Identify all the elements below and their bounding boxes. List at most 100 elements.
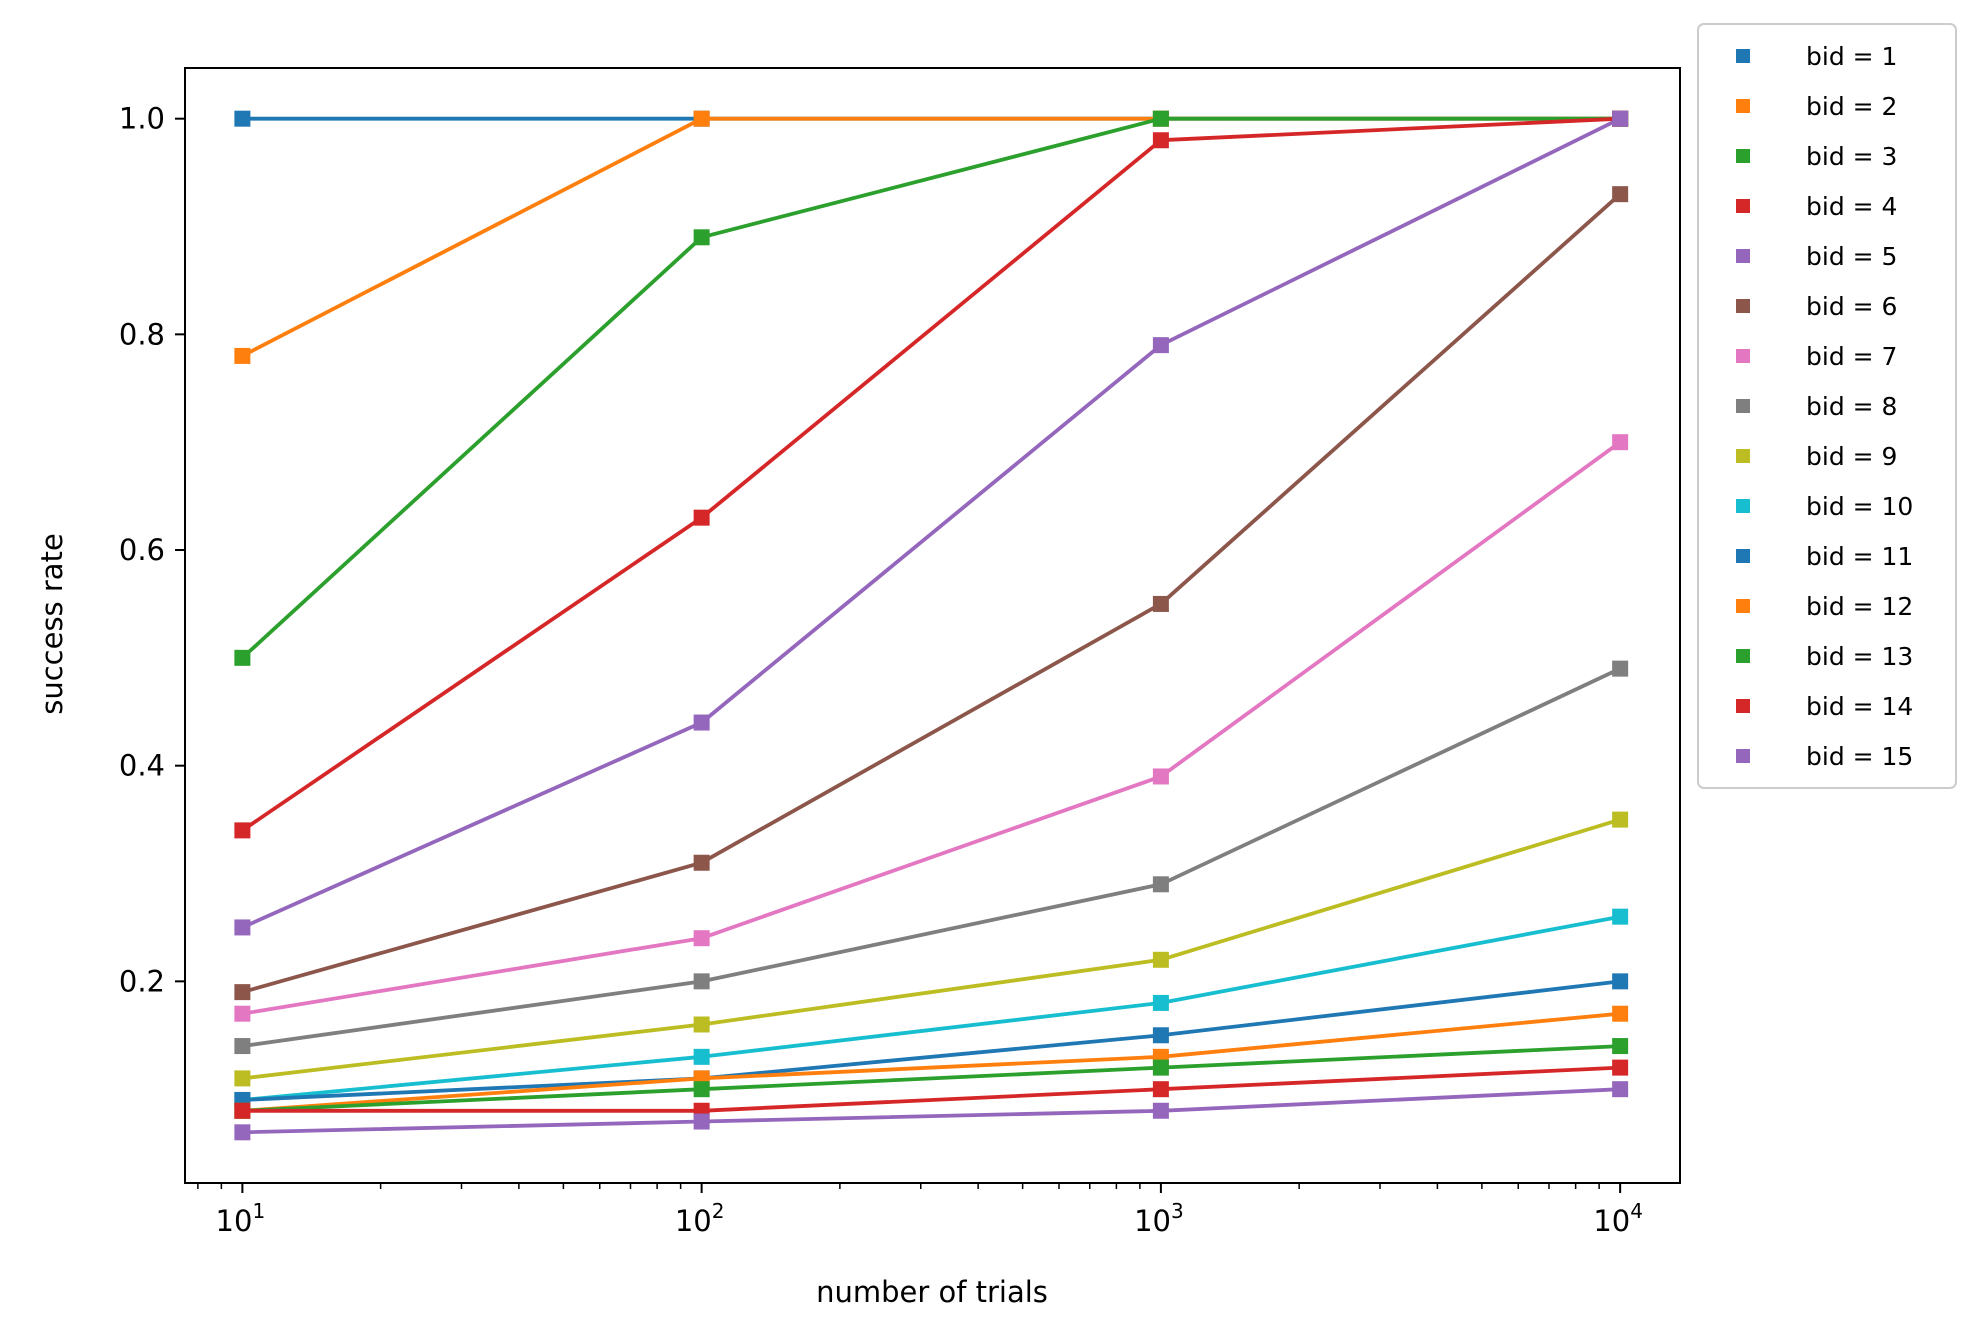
series-line: [241, 116, 1621, 832]
legend-label: bid = 2: [1806, 92, 1897, 121]
data-point: [1612, 908, 1629, 925]
series-line: [241, 116, 1621, 930]
legend-label: bid = 15: [1806, 742, 1913, 771]
data-point: [234, 919, 251, 936]
legend-label: bid = 7: [1806, 342, 1897, 371]
legend-marker: [1736, 749, 1750, 763]
series-5: [234, 110, 1629, 936]
data-point: [1152, 994, 1169, 1011]
data-point: [1152, 876, 1169, 893]
x-tick-label: 104: [1593, 1199, 1643, 1238]
legend-item: bid = 1: [1736, 42, 1897, 71]
legend-label: bid = 1: [1806, 42, 1897, 71]
x-axis-label: number of trials: [816, 1275, 1048, 1309]
data-point: [693, 854, 710, 871]
legend-item: bid = 7: [1736, 342, 1897, 371]
data-point: [1152, 595, 1169, 612]
data-point: [693, 1113, 710, 1130]
series-7: [234, 434, 1629, 1022]
data-point: [234, 822, 251, 839]
x-tick-exponent: 1: [252, 1199, 265, 1223]
legend-item: bid = 8: [1736, 392, 1897, 421]
y-tick-label: 1.0: [119, 102, 165, 136]
data-point: [234, 984, 251, 1001]
data-point: [693, 229, 710, 246]
series-line: [242, 666, 1621, 1048]
data-point: [1612, 973, 1629, 990]
legend-item: bid = 13: [1736, 642, 1913, 671]
x-tick-base: 10: [675, 1204, 712, 1238]
data-point: [1152, 1081, 1169, 1098]
legend-marker: [1736, 299, 1750, 313]
legend-box: [1697, 23, 1957, 789]
legend-label: bid = 11: [1806, 542, 1913, 571]
data-point: [234, 1005, 251, 1022]
legend-marker: [1736, 399, 1750, 413]
data-point: [234, 110, 251, 127]
y-tick-label: 0.6: [119, 533, 165, 567]
data-point: [1612, 1005, 1629, 1022]
series-6: [234, 186, 1629, 1001]
legend-label: bid = 10: [1806, 492, 1913, 521]
legend-item: bid = 5: [1736, 242, 1897, 271]
legend-marker: [1736, 699, 1750, 713]
series-line: [242, 1044, 1621, 1113]
legend-marker: [1736, 349, 1750, 363]
legend-item: bid = 3: [1736, 142, 1897, 171]
series-line: [241, 116, 1621, 660]
data-point: [1152, 951, 1169, 968]
data-point: [1612, 1081, 1629, 1098]
legend-item: bid = 14: [1736, 692, 1913, 721]
legend: bid = 1 bid = 2 bid = 3 bid = 4 bid = 5 bid =…: [1697, 23, 1957, 789]
legend-marker: [1736, 249, 1750, 263]
y-tick-label: 0.4: [119, 749, 165, 783]
legend-label: bid = 3: [1806, 142, 1897, 171]
legend-label: bid = 4: [1806, 192, 1897, 221]
series-14: [234, 1059, 1629, 1119]
data-point: [693, 509, 710, 526]
data-point: [1612, 186, 1629, 203]
x-tick-label: 103: [1134, 1199, 1184, 1238]
data-point: [1152, 1059, 1169, 1076]
x-tick-exponent: 4: [1630, 1199, 1643, 1223]
plot-frame: [184, 67, 1681, 1184]
legend-item: bid = 15: [1736, 742, 1913, 771]
legend-marker: [1736, 199, 1750, 213]
legend-label: bid = 13: [1806, 642, 1913, 671]
series-line: [242, 1087, 1621, 1135]
legend-item: bid = 12: [1736, 592, 1913, 621]
x-tick-base: 10: [1593, 1204, 1630, 1238]
data-point: [1612, 1038, 1629, 1055]
series-layer: [234, 110, 1629, 1141]
data-point: [234, 1038, 251, 1055]
legend-marker: [1736, 449, 1750, 463]
x-tick-base: 10: [216, 1204, 253, 1238]
series-line: [242, 1065, 1621, 1113]
legend-marker: [1736, 149, 1750, 163]
data-point: [693, 1048, 710, 1065]
data-point: [693, 1016, 710, 1033]
series-line: [242, 1011, 1621, 1113]
legend-item: bid = 10: [1736, 492, 1913, 521]
data-point: [693, 110, 710, 127]
x-tick-exponent: 3: [1171, 1199, 1184, 1223]
data-point: [693, 973, 710, 990]
data-point: [1612, 434, 1629, 451]
legend-item: bid = 2: [1736, 92, 1897, 121]
legend-label: bid = 5: [1806, 242, 1897, 271]
data-point: [1612, 811, 1629, 828]
data-point: [234, 1102, 251, 1119]
data-point: [1152, 337, 1169, 354]
series-15: [234, 1081, 1629, 1141]
series-line: [241, 192, 1622, 994]
legend-item: bid = 11: [1736, 542, 1913, 571]
series-8: [234, 660, 1629, 1055]
data-point: [1152, 1027, 1169, 1044]
legend-label: bid = 12: [1806, 592, 1913, 621]
data-point: [234, 1070, 251, 1087]
series-line: [242, 440, 1622, 1016]
